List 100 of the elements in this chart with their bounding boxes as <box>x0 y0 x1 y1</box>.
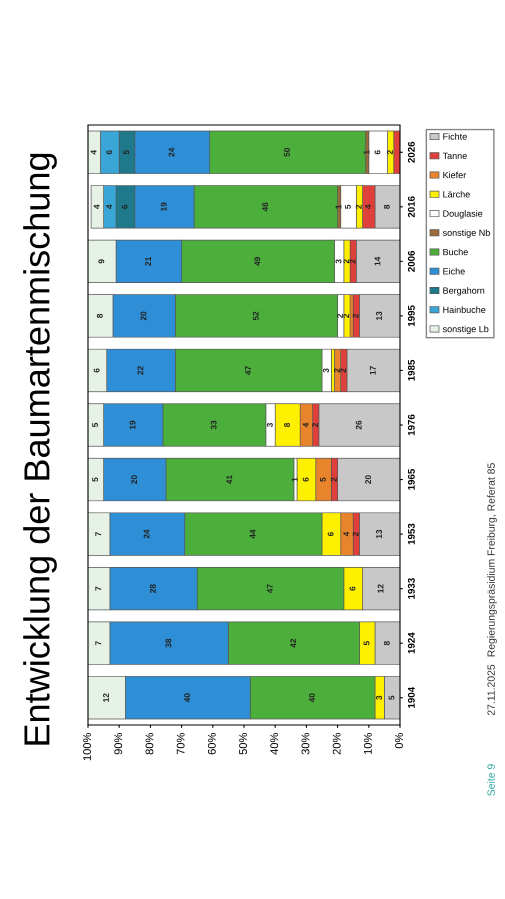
x-tick-label: 30% <box>302 733 310 754</box>
data-label: 2 <box>350 259 356 264</box>
y-tick-label: 1924 <box>408 632 415 654</box>
data-label: 4 <box>365 204 371 210</box>
data-label: 6 <box>122 204 128 209</box>
data-label: 5 <box>388 696 394 700</box>
data-label: 2 <box>312 423 318 428</box>
data-label: 40 <box>308 693 315 702</box>
data-label: 4 <box>343 532 350 536</box>
x-tick-label: 0% <box>395 733 403 748</box>
data-label: 12 <box>103 693 109 702</box>
data-label: 4 <box>90 150 96 154</box>
legend-label: Buche <box>443 248 468 256</box>
legend-label: sonstige Lb <box>442 326 488 334</box>
data-label: 3 <box>323 368 329 373</box>
x-tick-label: 40% <box>270 733 278 755</box>
y-tick-label: 1976 <box>408 414 415 436</box>
data-label: 8 <box>384 204 390 209</box>
data-label: 7 <box>95 532 102 536</box>
x-tick-label: 90% <box>114 733 122 754</box>
data-label: 6 <box>350 586 356 591</box>
data-label: 6 <box>374 150 380 154</box>
data-label: 20 <box>365 475 372 484</box>
y-tick-label: 1953 <box>408 524 415 544</box>
data-label: 38 <box>165 638 172 648</box>
data-label: 5 <box>320 477 326 482</box>
y-tick-label: 1904 <box>408 686 415 708</box>
data-label: 2 <box>356 204 362 209</box>
y-tick-label: 1985 <box>408 360 415 381</box>
data-label: 3 <box>266 422 273 428</box>
x-tick-label: 10% <box>364 733 372 754</box>
data-label: 2 <box>337 314 343 318</box>
y-tick-label: 2026 <box>408 142 415 163</box>
y-tick-label: 1933 <box>408 578 415 599</box>
data-label: 2 <box>352 314 358 318</box>
x-tick-label: 50% <box>239 733 247 754</box>
data-label: 40 <box>184 693 190 702</box>
data-label: 12 <box>378 584 384 593</box>
legend-label: Fichte <box>443 133 467 140</box>
data-label: 2 <box>386 150 393 154</box>
data-label: 22 <box>137 366 144 375</box>
data-label: 4 <box>94 204 100 210</box>
data-label: 8 <box>384 641 390 646</box>
data-label: 19 <box>130 420 136 430</box>
data-label: 33 <box>210 420 217 430</box>
x-tick-label: 100% <box>83 733 91 760</box>
x-tick-label: 60% <box>208 733 216 754</box>
data-label: 2 <box>330 478 337 482</box>
data-label: 4 <box>302 422 309 428</box>
data-label: 8 <box>96 314 103 318</box>
data-label: 52 <box>252 312 259 320</box>
data-label: 4 <box>106 204 112 210</box>
x-tick-label: 80% <box>146 733 154 754</box>
legend-label: Tanne <box>442 152 467 160</box>
data-label: 42 <box>290 638 296 648</box>
data-label: 3 <box>376 696 382 700</box>
data-label: 6 <box>302 478 309 482</box>
data-label: 24 <box>168 148 174 157</box>
data-label: 6 <box>106 150 112 154</box>
x-tick-label: 70% <box>176 733 185 754</box>
data-label: 19 <box>160 202 167 211</box>
data-label: 20 <box>140 312 146 320</box>
text: Seite 9 <box>487 764 495 796</box>
text: 27.11.2025 <box>487 664 495 716</box>
data-label: 5 <box>123 150 130 154</box>
data-label: 2 <box>340 368 346 372</box>
data-label: 7 <box>95 641 102 646</box>
data-label: 2 <box>343 314 350 318</box>
text: Regierungspräsidium Freiburg, Referat 85 <box>487 463 497 656</box>
data-label: 1 <box>292 477 298 482</box>
data-label: 6 <box>94 368 100 372</box>
legend-label: Eiche <box>443 268 465 274</box>
legend-label: Bergahorn <box>443 287 484 296</box>
data-label: 41 <box>226 475 232 484</box>
data-label: 2 <box>343 259 350 264</box>
x-tick-label: 20% <box>332 733 341 754</box>
legend-label: sonstige Nb <box>442 229 490 238</box>
data-label: 7 <box>95 586 102 591</box>
data-label: 8 <box>284 422 290 428</box>
data-label: 44 <box>250 530 256 539</box>
data-label: 46 <box>262 202 268 212</box>
data-label: 24 <box>144 530 150 538</box>
data-label: 17 <box>370 366 376 375</box>
data-label: 26 <box>356 420 362 430</box>
data-label: 5 <box>344 204 351 209</box>
data-label: 9 <box>98 259 104 264</box>
data-label: 2 <box>352 532 358 536</box>
y-tick-label: 2006 <box>408 250 415 272</box>
data-label: 21 <box>145 256 151 266</box>
data-label: 1 <box>364 150 370 154</box>
data-label: 2 <box>334 368 340 372</box>
data-label: 5 <box>92 422 98 428</box>
data-label: 47 <box>245 366 251 375</box>
data-label: 14 <box>374 256 380 266</box>
legend-label: Kiefer <box>443 172 466 178</box>
data-label: 47 <box>266 584 273 594</box>
data-label: 13 <box>376 312 382 320</box>
legend-label: Hainbuche <box>443 306 486 313</box>
data-label: 6 <box>328 532 334 536</box>
legend-label: Douglasie <box>443 210 482 219</box>
